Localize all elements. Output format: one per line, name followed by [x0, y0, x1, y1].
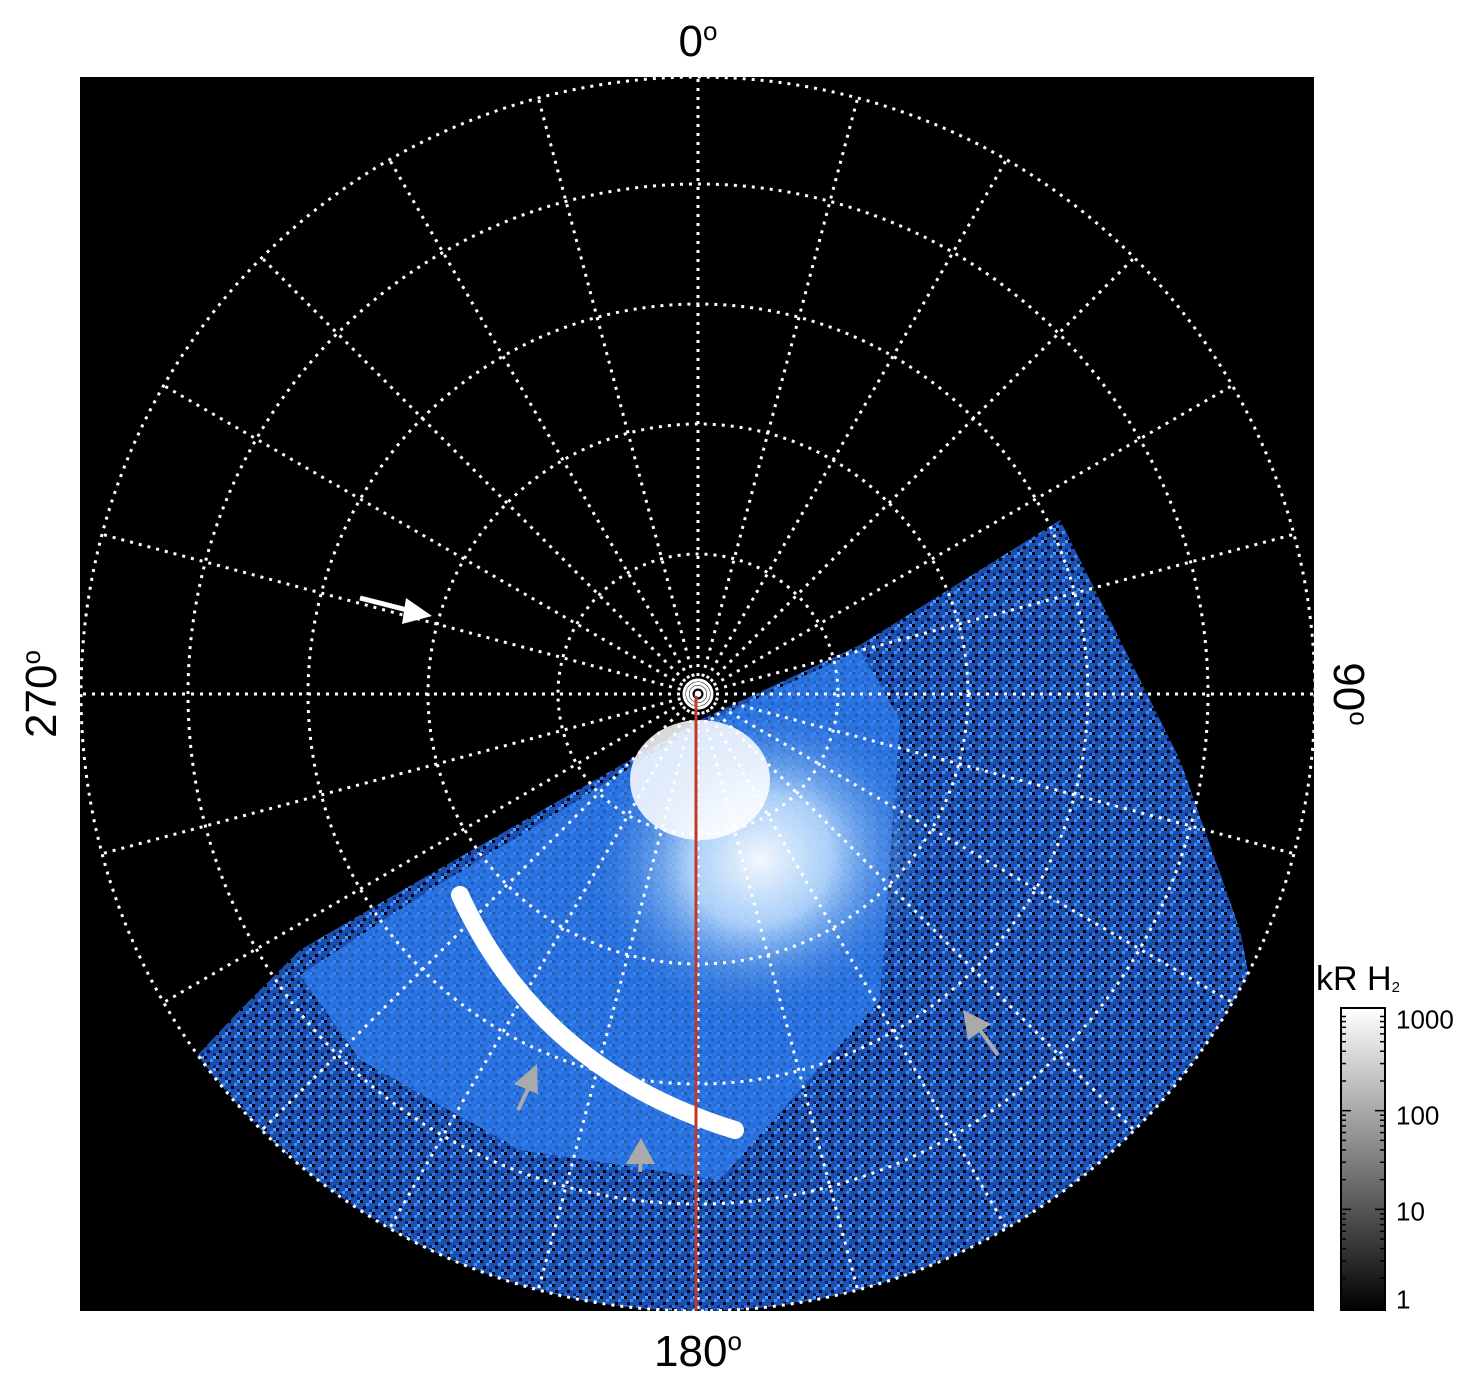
grid-spoke: [697, 692, 1295, 856]
arrow-white: [359, 595, 432, 624]
colorbar-tick-label: 10: [1396, 1196, 1425, 1227]
azimuth-label-90: 90o: [1324, 662, 1374, 726]
grid-spoke: [162, 384, 699, 696]
arrow-gray-2: [626, 1138, 655, 1173]
grid-spoke: [260, 256, 700, 696]
pole-marker: [682, 678, 714, 710]
colorbar: [1340, 1007, 1386, 1311]
grid-spoke: [696, 692, 1136, 1132]
grid-spoke: [696, 693, 860, 1291]
grid-spoke: [697, 692, 1234, 1004]
arrow-gray-3: [963, 1010, 1000, 1057]
grid-spoke: [696, 256, 1136, 696]
azimuth-label-0: 0o: [678, 16, 718, 66]
grid-spoke: [260, 692, 700, 1132]
colorbar-tick-label: 1000: [1396, 1004, 1454, 1035]
grid-spoke: [162, 692, 699, 1004]
grid-spoke: [697, 532, 1295, 696]
arrow-gray-1: [514, 1064, 538, 1111]
grid-spoke: [697, 384, 1234, 696]
grid-spoke: [388, 693, 700, 1230]
grid-spoke: [696, 158, 1008, 695]
colorbar-tick-label: 100: [1396, 1100, 1440, 1131]
azimuth-label-270: 270o: [16, 650, 66, 738]
azimuth-label-180: 180o: [654, 1326, 742, 1376]
grid-spoke: [696, 693, 1008, 1230]
grid-spoke: [101, 532, 699, 696]
grid-spoke: [536, 97, 700, 695]
grid-spoke: [101, 692, 699, 856]
grid: [80, 77, 1314, 1311]
grid-spoke: [388, 158, 700, 695]
grid-spoke: [536, 693, 700, 1291]
colorbar-title: kR H2: [1316, 960, 1400, 998]
colorbar-tick-label: 1: [1396, 1284, 1411, 1315]
grid-spoke: [696, 97, 860, 695]
annotation-arrows: [359, 595, 1000, 1173]
